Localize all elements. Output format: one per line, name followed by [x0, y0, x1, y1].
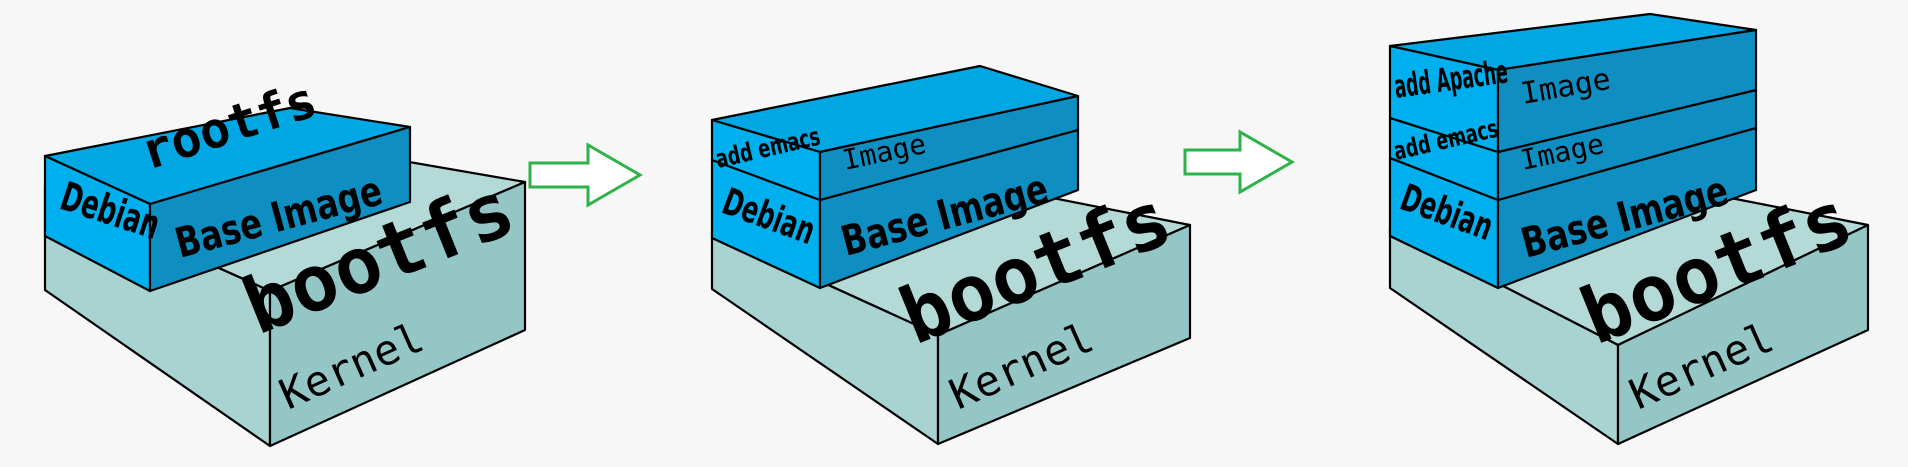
stage-2: bootfs Kernel Debian Base Image add emac… — [710, 64, 1192, 446]
kernel-side-face — [268, 180, 527, 448]
base-image-side-face — [148, 125, 412, 293]
kernel-side-face — [936, 223, 1192, 446]
apache-layer — [1388, 12, 1758, 154]
stage-3: bootfs Kernel Debian Base Image add emac… — [1388, 12, 1870, 446]
emacs-side-face — [818, 94, 1080, 202]
kernel-side-face — [1616, 223, 1870, 446]
right-arrow-2 — [1183, 129, 1296, 195]
stage-1: rootfs bootfs Kernel Debian Base Image — [43, 70, 527, 448]
emacs-layer — [710, 64, 1080, 202]
apache-side-face — [1496, 28, 1758, 154]
right-arrow-1 — [528, 142, 644, 208]
base-image-block — [43, 106, 412, 293]
